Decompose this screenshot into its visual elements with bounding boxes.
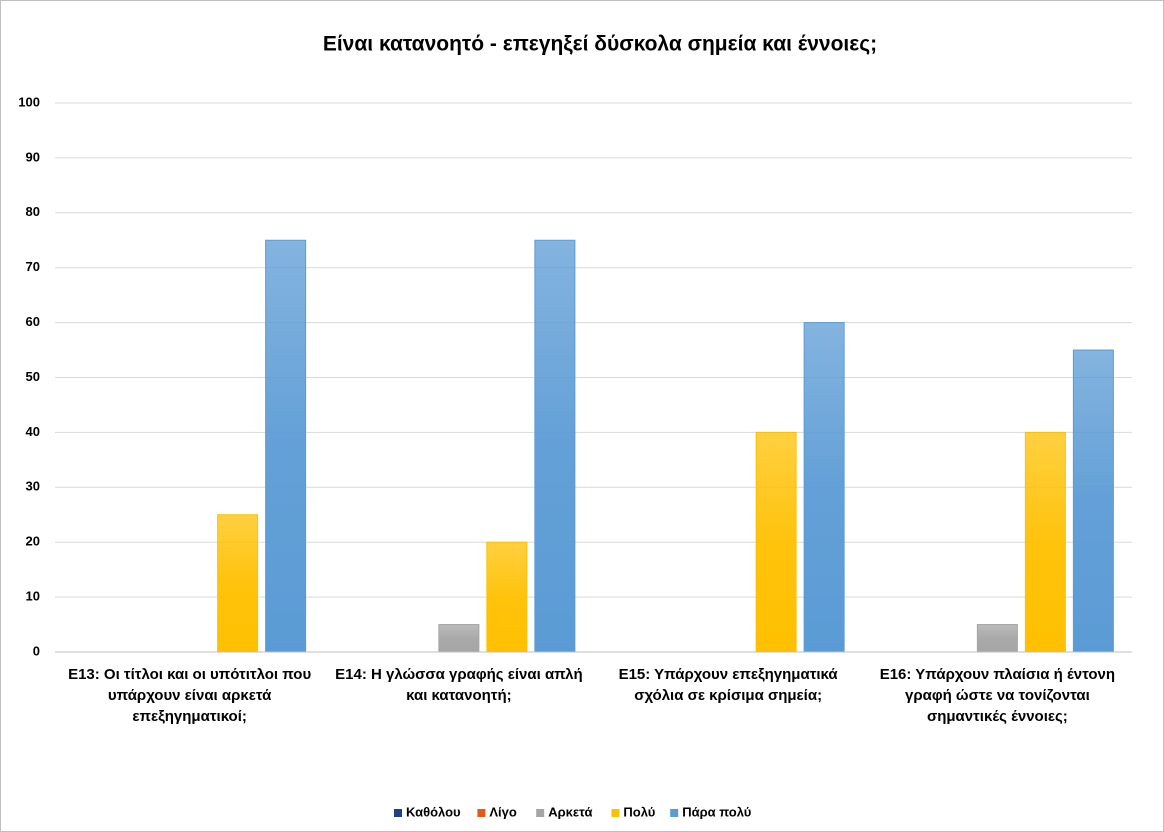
y-tick-label: 0 (33, 643, 40, 658)
legend-label: Πολύ (623, 804, 655, 819)
y-tick-label: 60 (26, 314, 40, 329)
bar (534, 239, 576, 653)
bar (1024, 431, 1066, 653)
y-tick-label: 40 (26, 424, 40, 439)
x-tick-label: Ε15: Υπάρχουν επεξηγηματικά σχόλια σε κρ… (618, 666, 838, 704)
bar (755, 431, 797, 653)
y-tick-label: 50 (26, 369, 40, 384)
bar (976, 624, 1018, 653)
x-tick-label: Ε14: Η γλώσσα γραφής είναι απλή και κατα… (335, 666, 583, 704)
y-tick-label: 90 (26, 149, 40, 164)
y-tick-label: 80 (26, 204, 40, 219)
legend-swatch (611, 809, 620, 817)
y-tick-label: 10 (26, 589, 40, 604)
legend-label: Λίγο (489, 804, 517, 819)
bar (217, 514, 259, 653)
legend-swatch (394, 809, 402, 817)
chart-title: Είναι κατανοητό - επεγηξεί δύσκολα σημεί… (323, 33, 877, 56)
legend-swatch (670, 809, 679, 817)
y-tick-label: 70 (26, 259, 40, 274)
y-tick-label: 30 (26, 479, 40, 494)
bar (265, 239, 307, 653)
legend-swatch (536, 809, 545, 817)
legend-swatch (477, 809, 486, 817)
legend-label: Καθόλου (406, 804, 461, 819)
bar (1072, 349, 1114, 653)
x-tick-label: Ε13: Οι τίτλοι και οι υπότιτλοι που υπάρ… (68, 666, 312, 725)
bar (486, 541, 528, 653)
y-tick-label: 100 (18, 94, 40, 109)
y-tick-label: 20 (26, 534, 40, 549)
x-tick-label: Ε16: Υπάρχουν πλαίσια ή έντονη γραφή ώστ… (879, 666, 1116, 725)
legend-label: Πάρα πολύ (682, 804, 752, 819)
bar (438, 624, 480, 653)
bar (803, 322, 845, 653)
legend-label: Αρκετά (548, 804, 592, 819)
